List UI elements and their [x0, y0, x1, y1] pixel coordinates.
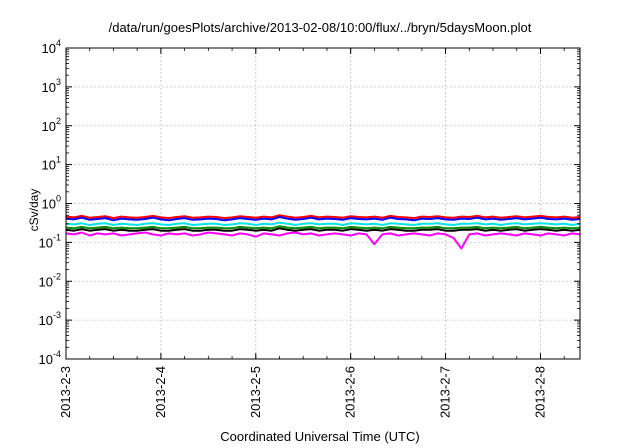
x-tick-label: 2013-2-7: [438, 366, 453, 418]
series-line: [65, 216, 581, 222]
y-tick-label: 101: [42, 155, 61, 173]
y-axis-label: cSv/day: [27, 188, 41, 232]
y-tick-label: 10-2: [39, 271, 61, 289]
series-line: [65, 225, 581, 230]
grid: [66, 48, 580, 359]
y-tick-label: 104: [42, 38, 61, 56]
x-tick-label: 2013-2-8: [532, 366, 547, 418]
series-line: [65, 227, 581, 232]
series-line: [65, 231, 581, 250]
y-tick-label: 103: [42, 77, 61, 95]
y-tick-label: 100: [42, 194, 61, 212]
y-tick-label: 10-3: [39, 310, 61, 328]
x-tick-label: 2013-2-3: [58, 366, 73, 418]
y-tick-label: 10-4: [39, 349, 61, 367]
series-line: [65, 214, 581, 220]
x-tick-label: 2013-2-4: [153, 366, 168, 418]
x-tick-label: 2013-2-5: [248, 366, 263, 418]
series-line: [65, 221, 581, 226]
x-tick-label: 2013-2-6: [343, 366, 358, 418]
series-layer: [65, 214, 581, 250]
y-tick-label: 102: [42, 116, 61, 134]
y-axis: 10-4 10-3 10-2 10-1 100 101 102 103 104: [39, 38, 580, 367]
x-axis-label: Coordinated Universal Time (UTC): [220, 429, 420, 444]
y-tick-label: 10-1: [39, 232, 61, 250]
x-axis: 2013-2-3 2013-2-4 2013-2-5 2013-2-6 2013-2-7…: [58, 48, 565, 418]
chart-title: /data/run/goesPlots/archive/2013-02-08/1…: [108, 20, 532, 35]
